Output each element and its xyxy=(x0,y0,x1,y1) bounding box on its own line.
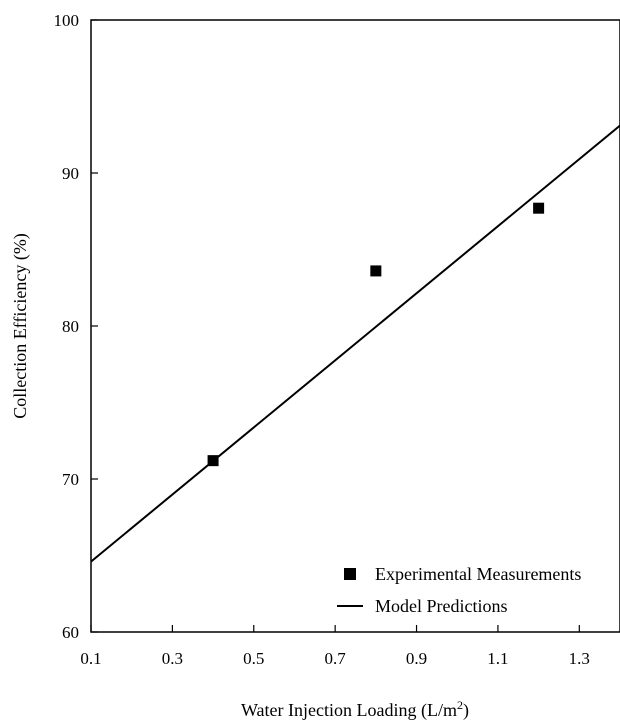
model-prediction-line xyxy=(90,124,620,563)
x-tick-label: 1.3 xyxy=(569,649,590,668)
plot-border xyxy=(90,19,620,633)
legend-square-symbol xyxy=(344,568,356,580)
y-tick-label: 100 xyxy=(54,11,80,30)
y-axis: 60 70 80 90 100 xyxy=(54,11,98,642)
y-tick-label: 90 xyxy=(62,164,79,183)
legend: Experimental Measurements Model Predictio… xyxy=(337,564,581,616)
x-axis-title: Water Injection Loading (L/m2) xyxy=(241,698,469,721)
y-tick-label: 80 xyxy=(62,317,79,336)
x-axis-title-superscript: 2 xyxy=(457,698,463,712)
x-axis: 0.1 0.3 0.5 0.7 0.9 1.1 1.3 xyxy=(80,625,590,668)
legend-label: Experimental Measurements xyxy=(375,564,581,584)
x-tick-label: 1.1 xyxy=(487,649,508,668)
x-tick-label: 0.9 xyxy=(406,649,427,668)
y-axis-title: Collection Efficiency (%) xyxy=(10,233,31,419)
x-tick-label: 0.7 xyxy=(325,649,347,668)
x-tick-label: 0.1 xyxy=(80,649,101,668)
y-tick-label: 60 xyxy=(62,623,79,642)
legend-label: Model Predictions xyxy=(375,596,508,616)
experimental-point xyxy=(370,265,382,277)
y-tick-label: 70 xyxy=(62,470,79,489)
series-layer xyxy=(90,124,620,563)
plot-area xyxy=(90,19,620,633)
x-tick-label: 0.5 xyxy=(243,649,264,668)
x-tick-label: 0.3 xyxy=(162,649,183,668)
experimental-point xyxy=(533,202,545,214)
